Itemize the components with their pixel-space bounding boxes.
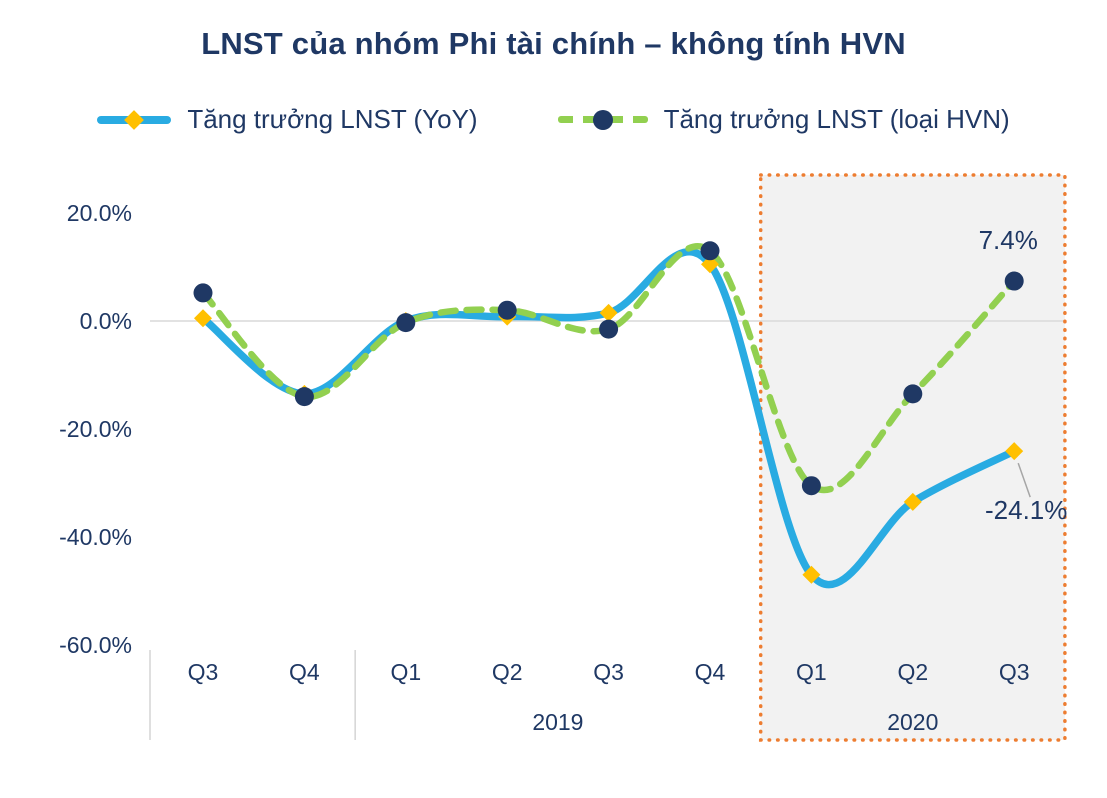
- legend-circle-marker-icon: [592, 109, 613, 130]
- x-axis-tick-label: Q2: [897, 659, 928, 685]
- x-axis-tick-label: Q4: [289, 659, 320, 685]
- legend-line-swatch-exhvn: [557, 109, 648, 130]
- series-line-yoy: [199, 248, 1018, 589]
- data-label-annotation: 7.4%: [979, 225, 1038, 255]
- marker-diamond-yoy: [903, 492, 922, 511]
- legend: Tăng trưởng LNST (YoY) Tăng trưởng LNST …: [0, 104, 1107, 135]
- y-axis-tick-label: -40.0%: [59, 524, 132, 550]
- legend-label-yoy: Tăng trưởng LNST (YoY): [187, 104, 478, 134]
- x-axis-tick-label: Q3: [999, 659, 1030, 685]
- marker-diamond-yoy: [802, 565, 821, 584]
- highlight-border-2020: [758, 173, 1067, 742]
- legend-item-yoy: Tăng trưởng LNST (YoY): [97, 104, 478, 135]
- marker-diamond-yoy: [1005, 442, 1024, 461]
- marker-circle-exhvn: [497, 300, 517, 320]
- x-axis-tick-label: Q2: [492, 659, 523, 685]
- data-label-annotation: -24.1%: [985, 495, 1067, 525]
- marker-circle-exhvn: [801, 476, 821, 496]
- x-axis-tick-label: Q1: [390, 659, 421, 685]
- highlight-region-2020: [760, 175, 1065, 740]
- x-axis-tick-label: Q3: [188, 659, 219, 685]
- marker-circle-exhvn: [1004, 271, 1024, 291]
- legend-line-swatch-yoy: [97, 109, 172, 130]
- legend-label-exhvn: Tăng trưởng LNST (loại HVN): [663, 104, 1010, 134]
- series-line-exhvn: [199, 243, 1018, 494]
- x-axis-tick-label: Q3: [593, 659, 624, 685]
- x-axis-year-label: 2019: [532, 709, 583, 735]
- y-axis-tick-label: -60.0%: [59, 632, 132, 658]
- x-axis-year-label: 2020: [887, 709, 938, 735]
- marker-diamond-yoy: [701, 255, 719, 274]
- legend-item-exhvn: Tăng trưởng LNST (loại HVN): [557, 104, 1010, 135]
- marker-diamond-yoy: [194, 309, 212, 328]
- y-axis-tick-label: -20.0%: [59, 416, 132, 442]
- y-axis-tick-label: 0.0%: [80, 308, 132, 334]
- annotation-leader-line: [1017, 462, 1031, 498]
- chart-title: LNST của nhóm Phi tài chính – không tính…: [201, 26, 906, 61]
- marker-diamond-yoy: [599, 303, 618, 322]
- marker-circle-exhvn: [294, 387, 314, 407]
- x-axis-tick-label: Q1: [796, 659, 827, 685]
- marker-circle-exhvn: [396, 313, 416, 333]
- marker-circle-exhvn: [599, 319, 619, 339]
- marker-circle-exhvn: [193, 283, 213, 303]
- y-axis-tick-label: 20.0%: [67, 200, 132, 226]
- x-axis-tick-label: Q4: [695, 659, 726, 685]
- marker-circle-exhvn: [903, 384, 923, 404]
- marker-circle-exhvn: [700, 241, 720, 261]
